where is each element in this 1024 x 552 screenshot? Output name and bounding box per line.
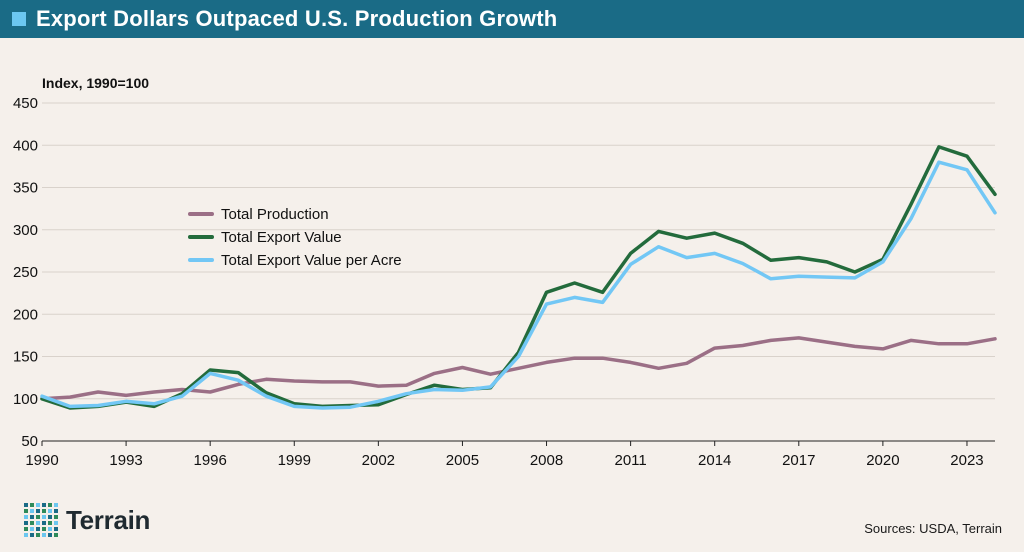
logo-dot xyxy=(36,527,40,531)
logo-dot xyxy=(42,503,46,507)
logo-dot xyxy=(24,533,28,537)
x-tick-label: 1996 xyxy=(193,452,226,469)
logo-dot xyxy=(42,521,46,525)
logo-dot xyxy=(36,515,40,519)
logo-dot xyxy=(30,503,34,507)
logo-dot xyxy=(30,533,34,537)
x-tick-label: 1990 xyxy=(25,452,58,469)
logo-dot xyxy=(48,533,52,537)
header-bar: Export Dollars Outpaced U.S. Production … xyxy=(0,0,1024,38)
logo-dot xyxy=(54,521,58,525)
series-line-total-production xyxy=(40,336,997,401)
chart-title: Export Dollars Outpaced U.S. Production … xyxy=(36,6,558,31)
y-tick-label: 150 xyxy=(13,349,38,366)
logo-dot xyxy=(42,533,46,537)
x-tick-label: 1999 xyxy=(278,452,311,469)
logo-dot xyxy=(48,509,52,513)
logo-dot xyxy=(54,515,58,519)
logo-dot xyxy=(36,503,40,507)
x-tick-label: 2020 xyxy=(866,452,899,469)
logo-dot xyxy=(48,515,52,519)
y-tick-label: 100 xyxy=(13,391,38,408)
legend-label: Total Production xyxy=(221,206,329,223)
y-tick-label: 200 xyxy=(13,306,38,323)
logo-dot xyxy=(30,521,34,525)
logo-dot xyxy=(42,527,46,531)
logo-dot xyxy=(36,521,40,525)
x-tick-label: 2017 xyxy=(782,452,815,469)
x-tick-label: 2023 xyxy=(950,452,983,469)
logo-dot xyxy=(42,509,46,513)
series-line-total-export-value-per-acre xyxy=(40,160,997,410)
logo-dot xyxy=(42,515,46,519)
logo-dot xyxy=(24,515,28,519)
y-axis-label: Index, 1990=100 xyxy=(42,75,149,91)
logo-dot xyxy=(30,527,34,531)
x-tick-label: 2005 xyxy=(446,452,479,469)
logo-dot xyxy=(48,503,52,507)
logo-dot xyxy=(54,533,58,537)
logo-dot xyxy=(30,515,34,519)
x-tick-label: 1993 xyxy=(109,452,142,469)
x-tick-label: 2008 xyxy=(530,452,563,469)
x-tick-label: 2002 xyxy=(362,452,395,469)
line-chart: Index, 1990=100 50 100 150 200 250 300 350 400 45… xyxy=(13,75,997,469)
y-tick-label: 400 xyxy=(13,137,38,154)
y-tick-label: 250 xyxy=(13,264,38,281)
terrain-logo-icon xyxy=(24,503,58,537)
legend-label: Total Export Value xyxy=(221,229,342,246)
logo-dot xyxy=(24,527,28,531)
y-tick-label: 350 xyxy=(13,180,38,197)
logo-dot xyxy=(54,509,58,513)
terrain-logo-text: Terrain xyxy=(66,504,151,535)
logo-dot xyxy=(54,527,58,531)
logo-dot xyxy=(48,521,52,525)
x-tick-label: 2014 xyxy=(698,452,731,469)
logo-dot xyxy=(36,509,40,513)
y-tick-label: 300 xyxy=(13,222,38,239)
terrain-logo: Terrain xyxy=(24,503,150,537)
series-line-total-export-value xyxy=(40,145,997,410)
logo-dot xyxy=(36,533,40,537)
legend-label: Total Export Value per Acre xyxy=(221,252,402,269)
y-tick-label: 450 xyxy=(13,95,38,112)
sources-note: Sources: USDA, Terrain xyxy=(864,521,1002,536)
x-tick-label: 2011 xyxy=(614,452,646,469)
y-tick-label: 50 xyxy=(21,433,38,450)
logo-dot xyxy=(24,503,28,507)
logo-dot xyxy=(30,509,34,513)
logo-dot xyxy=(24,521,28,525)
header-square-icon xyxy=(12,12,26,26)
logo-dot xyxy=(54,503,58,507)
logo-dot xyxy=(24,509,28,513)
logo-dot xyxy=(48,527,52,531)
